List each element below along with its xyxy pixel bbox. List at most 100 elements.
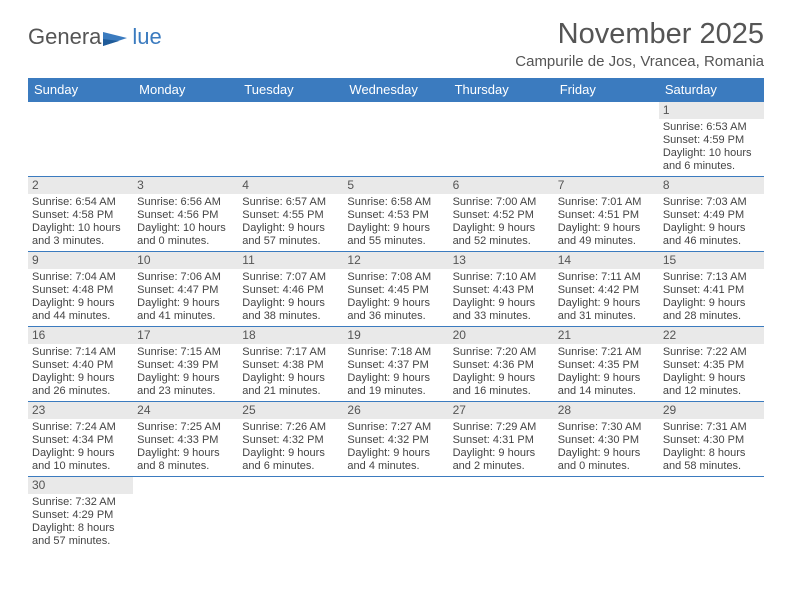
- sunrise-line: Sunrise: 6:56 AM: [137, 196, 234, 209]
- daylight-line-2: and 10 minutes.: [32, 460, 129, 473]
- daylight-line-1: Daylight: 9 hours: [137, 447, 234, 460]
- daylight-line-2: and 21 minutes.: [242, 385, 339, 398]
- day-cell: [133, 102, 238, 176]
- day-number: 17: [133, 327, 238, 344]
- daylight-line-2: and 46 minutes.: [663, 235, 760, 248]
- day-body: Sunrise: 7:30 AMSunset: 4:30 PMDaylight:…: [554, 419, 659, 476]
- daylight-line-2: and 0 minutes.: [137, 235, 234, 248]
- sunset-line: Sunset: 4:29 PM: [32, 509, 129, 522]
- daylight-line-1: Daylight: 9 hours: [242, 372, 339, 385]
- day-body: Sunrise: 7:31 AMSunset: 4:30 PMDaylight:…: [659, 419, 764, 476]
- daylight-line-1: Daylight: 9 hours: [347, 297, 444, 310]
- sunrise-line: Sunrise: 7:27 AM: [347, 421, 444, 434]
- day-number: 23: [28, 402, 133, 419]
- daylight-line-1: Daylight: 9 hours: [453, 297, 550, 310]
- daylight-line-2: and 41 minutes.: [137, 310, 234, 323]
- day-cell: [554, 102, 659, 176]
- day-cell: 7Sunrise: 7:01 AMSunset: 4:51 PMDaylight…: [554, 177, 659, 251]
- day-number: 9: [28, 252, 133, 269]
- day-cell: [238, 102, 343, 176]
- sunset-line: Sunset: 4:36 PM: [453, 359, 550, 372]
- day-number: 27: [449, 402, 554, 419]
- day-body: Sunrise: 7:13 AMSunset: 4:41 PMDaylight:…: [659, 269, 764, 326]
- week-row: 1Sunrise: 6:53 AMSunset: 4:59 PMDaylight…: [28, 102, 764, 177]
- sunrise-line: Sunrise: 7:03 AM: [663, 196, 760, 209]
- day-cell: [449, 477, 554, 551]
- day-body: Sunrise: 7:07 AMSunset: 4:46 PMDaylight:…: [238, 269, 343, 326]
- day-body: Sunrise: 6:57 AMSunset: 4:55 PMDaylight:…: [238, 194, 343, 251]
- sunrise-line: Sunrise: 6:54 AM: [32, 196, 129, 209]
- sunrise-line: Sunrise: 7:29 AM: [453, 421, 550, 434]
- sunset-line: Sunset: 4:35 PM: [558, 359, 655, 372]
- daylight-line-2: and 36 minutes.: [347, 310, 444, 323]
- day-number: 24: [133, 402, 238, 419]
- day-number: 19: [343, 327, 448, 344]
- sunset-line: Sunset: 4:31 PM: [453, 434, 550, 447]
- daylight-line-1: Daylight: 9 hours: [32, 297, 129, 310]
- daylight-line-2: and 19 minutes.: [347, 385, 444, 398]
- day-cell: 11Sunrise: 7:07 AMSunset: 4:46 PMDayligh…: [238, 252, 343, 326]
- daylight-line-2: and 57 minutes.: [32, 535, 129, 548]
- sunset-line: Sunset: 4:46 PM: [242, 284, 339, 297]
- day-body: Sunrise: 7:22 AMSunset: 4:35 PMDaylight:…: [659, 344, 764, 401]
- sunrise-line: Sunrise: 7:24 AM: [32, 421, 129, 434]
- daylight-line-2: and 58 minutes.: [663, 460, 760, 473]
- day-number: 4: [238, 177, 343, 194]
- daylight-line-1: Daylight: 10 hours: [137, 222, 234, 235]
- day-cell: 26Sunrise: 7:27 AMSunset: 4:32 PMDayligh…: [343, 402, 448, 476]
- day-cell: [28, 102, 133, 176]
- daylight-line-2: and 6 minutes.: [663, 160, 760, 173]
- day-cell: 23Sunrise: 7:24 AMSunset: 4:34 PMDayligh…: [28, 402, 133, 476]
- daylight-line-2: and 0 minutes.: [558, 460, 655, 473]
- sunrise-line: Sunrise: 7:06 AM: [137, 271, 234, 284]
- sunrise-line: Sunrise: 7:15 AM: [137, 346, 234, 359]
- sunrise-line: Sunrise: 7:01 AM: [558, 196, 655, 209]
- sunrise-line: Sunrise: 7:08 AM: [347, 271, 444, 284]
- daylight-line-1: Daylight: 9 hours: [242, 447, 339, 460]
- day-cell: 20Sunrise: 7:20 AMSunset: 4:36 PMDayligh…: [449, 327, 554, 401]
- daylight-line-2: and 33 minutes.: [453, 310, 550, 323]
- day-cell: 24Sunrise: 7:25 AMSunset: 4:33 PMDayligh…: [133, 402, 238, 476]
- daylight-line-1: Daylight: 9 hours: [242, 297, 339, 310]
- day-cell: [554, 477, 659, 551]
- day-cell: [449, 102, 554, 176]
- sunset-line: Sunset: 4:48 PM: [32, 284, 129, 297]
- calendar-page: Genera lue November 2025 Campurile de Jo…: [0, 0, 792, 551]
- sunset-line: Sunset: 4:43 PM: [453, 284, 550, 297]
- day-cell: 12Sunrise: 7:08 AMSunset: 4:45 PMDayligh…: [343, 252, 448, 326]
- day-number: 18: [238, 327, 343, 344]
- location-subtitle: Campurile de Jos, Vrancea, Romania: [515, 53, 764, 70]
- sunset-line: Sunset: 4:39 PM: [137, 359, 234, 372]
- daylight-line-2: and 57 minutes.: [242, 235, 339, 248]
- day-cell: 21Sunrise: 7:21 AMSunset: 4:35 PMDayligh…: [554, 327, 659, 401]
- day-cell: 6Sunrise: 7:00 AMSunset: 4:52 PMDaylight…: [449, 177, 554, 251]
- sunset-line: Sunset: 4:41 PM: [663, 284, 760, 297]
- daylight-line-1: Daylight: 9 hours: [137, 297, 234, 310]
- dayname: Thursday: [449, 78, 554, 102]
- day-number: 2: [28, 177, 133, 194]
- day-number: 29: [659, 402, 764, 419]
- sunrise-line: Sunrise: 7:00 AM: [453, 196, 550, 209]
- sunrise-line: Sunrise: 6:57 AM: [242, 196, 339, 209]
- daylight-line-1: Daylight: 9 hours: [663, 372, 760, 385]
- day-number: 26: [343, 402, 448, 419]
- day-cell: 30Sunrise: 7:32 AMSunset: 4:29 PMDayligh…: [28, 477, 133, 551]
- sunset-line: Sunset: 4:59 PM: [663, 134, 760, 147]
- daylight-line-1: Daylight: 9 hours: [242, 222, 339, 235]
- day-cell: 27Sunrise: 7:29 AMSunset: 4:31 PMDayligh…: [449, 402, 554, 476]
- day-body: Sunrise: 7:27 AMSunset: 4:32 PMDaylight:…: [343, 419, 448, 476]
- day-body: Sunrise: 7:00 AMSunset: 4:52 PMDaylight:…: [449, 194, 554, 251]
- sunrise-line: Sunrise: 6:53 AM: [663, 121, 760, 134]
- day-cell: 28Sunrise: 7:30 AMSunset: 4:30 PMDayligh…: [554, 402, 659, 476]
- day-cell: [343, 477, 448, 551]
- sunrise-line: Sunrise: 7:20 AM: [453, 346, 550, 359]
- daylight-line-2: and 49 minutes.: [558, 235, 655, 248]
- sunrise-line: Sunrise: 7:22 AM: [663, 346, 760, 359]
- sunset-line: Sunset: 4:34 PM: [32, 434, 129, 447]
- day-cell: 3Sunrise: 6:56 AMSunset: 4:56 PMDaylight…: [133, 177, 238, 251]
- daylight-line-2: and 4 minutes.: [347, 460, 444, 473]
- daylight-line-1: Daylight: 8 hours: [32, 522, 129, 535]
- sunrise-line: Sunrise: 7:11 AM: [558, 271, 655, 284]
- day-cell: 14Sunrise: 7:11 AMSunset: 4:42 PMDayligh…: [554, 252, 659, 326]
- daylight-line-2: and 12 minutes.: [663, 385, 760, 398]
